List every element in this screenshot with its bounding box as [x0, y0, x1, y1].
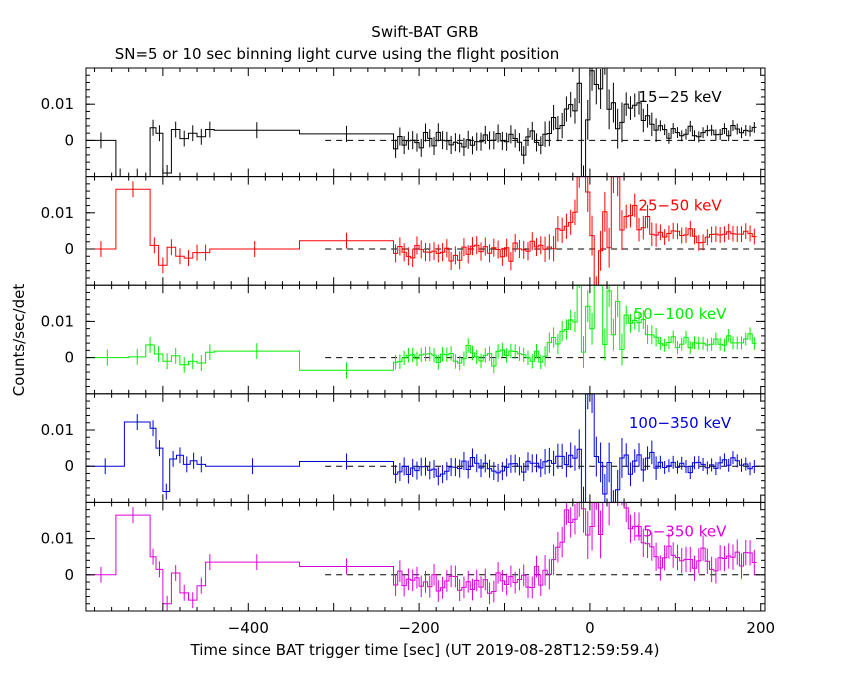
series-label: 15−350 keV: [634, 522, 727, 540]
x-axis-label: Time since BAT trigger time [sec] (UT 20…: [190, 641, 660, 659]
series-3: [86, 285, 757, 379]
chart-title: Swift-BAT GRB: [371, 23, 478, 41]
y-tick-label: 0: [64, 457, 74, 475]
panel-frame: [85, 393, 766, 503]
y-tick-label: 0: [64, 566, 74, 584]
step-line: [86, 393, 757, 503]
step-line: [86, 502, 757, 605]
series-label: 100−350 keV: [629, 414, 732, 432]
panel-frame: [85, 501, 766, 612]
panel-frame: [85, 284, 766, 395]
x-tick-label: −200: [398, 619, 439, 637]
panel-frame: [85, 176, 766, 286]
series-2: [86, 176, 757, 286]
y-tick-label: 0.01: [41, 204, 74, 222]
y-tick-label: 0: [64, 131, 74, 149]
y-tick-label: 0: [64, 240, 74, 258]
series-label: 50−100 keV: [634, 305, 727, 323]
series-4: [86, 393, 757, 503]
y-tick-label: 0.01: [41, 312, 74, 330]
y-tick-label: 0.01: [41, 421, 74, 439]
series-5: [86, 502, 757, 611]
panel-frame: [85, 67, 766, 178]
panel-5: 0 0.01 15−350 keV: [41, 501, 766, 612]
panel-3: 0 0.01 50−100 keV: [41, 284, 766, 395]
panels-group: 0 0.01 15−25 keV 0 0.01 25−50 keV 0 0.01 50−100 …: [41, 67, 775, 637]
x-tick-label: 0: [585, 619, 595, 637]
y-tick-label: 0: [64, 349, 74, 367]
x-tick-label: 200: [746, 619, 775, 637]
series-label: 25−50 keV: [638, 197, 722, 215]
step-line: [86, 68, 757, 177]
y-axis-label: Counts/sec/det: [10, 284, 28, 397]
step-line: [86, 285, 757, 371]
y-tick-label: 0.01: [41, 530, 74, 548]
panel-4: 0 0.01 100−350 keV: [41, 393, 766, 503]
chart-subtitle: SN=5 or 10 sec binning light curve using…: [115, 45, 560, 63]
panel-2: 0 0.01 25−50 keV: [41, 176, 766, 286]
series-1: [86, 68, 757, 177]
series-label: 15−25 keV: [638, 88, 722, 106]
panel-1: 0 0.01 15−25 keV: [41, 67, 766, 178]
y-tick-label: 0.01: [41, 95, 74, 113]
x-tick-label: −400: [228, 619, 269, 637]
